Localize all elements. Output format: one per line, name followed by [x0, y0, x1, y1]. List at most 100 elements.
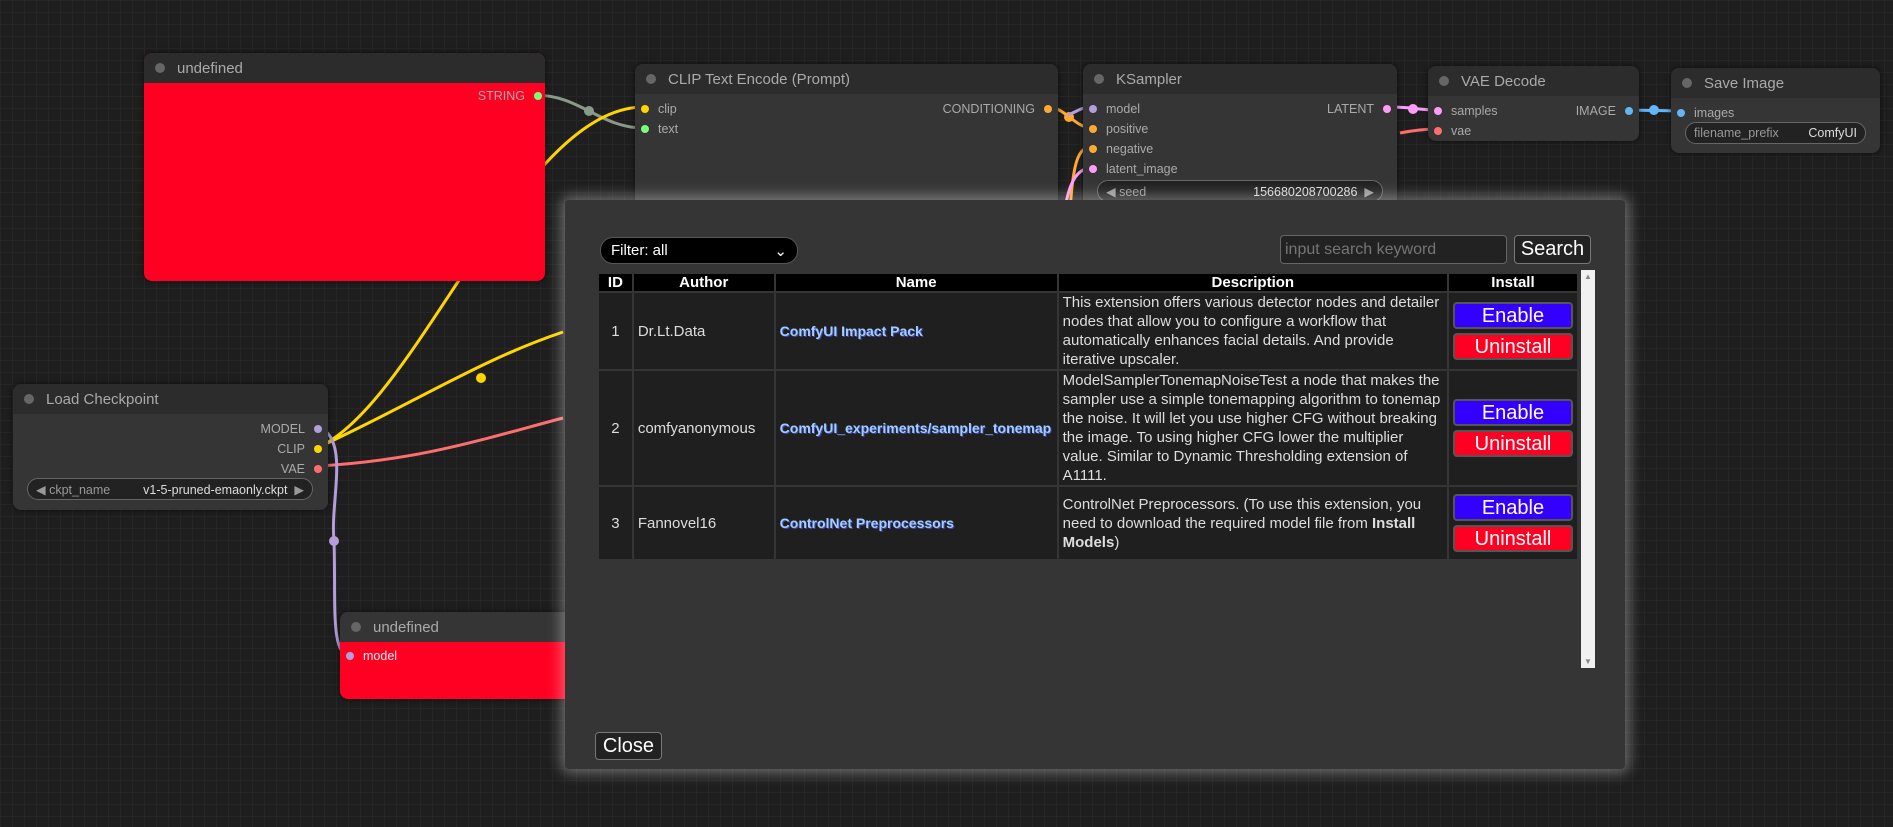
- node-undefined-bottom[interactable]: undefined model: [340, 612, 580, 699]
- output-image[interactable]: IMAGE: [1576, 104, 1633, 118]
- slot-dot: [1434, 127, 1442, 135]
- column-header-author: Author: [631, 272, 776, 293]
- cell-author: Fannovel16: [631, 485, 776, 561]
- slot-dot: [1044, 105, 1052, 113]
- node-undefined-top[interactable]: undefined STRING: [144, 53, 545, 281]
- table-row: 2 comfyanonymous ComfyUI_experiments/sam…: [597, 369, 1580, 487]
- scroll-up-icon[interactable]: ▲: [1584, 272, 1592, 281]
- wire-midpoint: [584, 106, 594, 116]
- input-model[interactable]: model: [346, 649, 397, 663]
- cell-install: Enable Uninstall: [1446, 485, 1580, 561]
- slot-dot: [314, 445, 322, 453]
- node-title: VAE Decode: [1461, 72, 1546, 90]
- input-positive[interactable]: positive: [1089, 122, 1148, 136]
- cell-name: ComfyUI Impact Pack: [773, 291, 1059, 371]
- node-title: undefined: [177, 59, 243, 77]
- search-button[interactable]: Search: [1514, 235, 1591, 264]
- extensions-table: ID Author Name Description Install 1 Dr.…: [597, 272, 1580, 561]
- column-header-description: Description: [1056, 272, 1449, 293]
- input-model[interactable]: model: [1089, 102, 1140, 116]
- slot-dot: [1625, 107, 1633, 115]
- input-samples[interactable]: samples: [1434, 104, 1498, 118]
- slot-dot: [1089, 125, 1097, 133]
- uninstall-button[interactable]: Uninstall: [1452, 525, 1573, 552]
- cell-description: This extension offers various detector n…: [1056, 291, 1449, 371]
- input-images[interactable]: images: [1677, 106, 1734, 120]
- output-string[interactable]: STRING: [478, 89, 542, 103]
- input-text[interactable]: text: [641, 122, 678, 136]
- node-status-dot: [1094, 74, 1104, 84]
- table-scrollbar[interactable]: ▲ ▼: [1581, 270, 1595, 668]
- output-model[interactable]: MODEL: [261, 422, 322, 436]
- search-input[interactable]: [1280, 235, 1507, 264]
- node-status-dot: [1439, 76, 1449, 86]
- node-status-dot: [155, 63, 165, 73]
- uninstall-button[interactable]: Uninstall: [1452, 333, 1573, 360]
- table-header: ID Author Name Description Install: [597, 272, 1580, 293]
- cell-id: 1: [597, 291, 634, 371]
- slot-dot: [1089, 145, 1097, 153]
- slot-dot: [346, 652, 354, 660]
- ckpt-name-widget[interactable]: ◀ ckpt_name v1-5-pruned-emaonly.ckpt ▶: [27, 478, 313, 500]
- wire-midpoint: [476, 373, 486, 383]
- filter-select[interactable]: Filter: all ⌄: [600, 237, 798, 264]
- extension-link[interactable]: ComfyUI_experiments/sampler_tonemap: [779, 419, 1052, 436]
- slot-dot: [1089, 165, 1097, 173]
- slot-dot: [1383, 105, 1391, 113]
- slot-dot: [314, 465, 322, 473]
- slot-dot: [1434, 107, 1442, 115]
- column-header-name: Name: [773, 272, 1059, 293]
- column-header-id: ID: [597, 272, 634, 293]
- output-clip[interactable]: CLIP: [277, 442, 322, 456]
- wire-midpoint: [1649, 105, 1659, 115]
- wire-clip-2: [318, 330, 564, 449]
- filename-prefix-widget[interactable]: filename_prefix ComfyUI: [1685, 122, 1866, 144]
- node-status-dot: [1682, 78, 1692, 88]
- node-title: Load Checkpoint: [46, 390, 159, 408]
- slot-dot: [534, 92, 542, 100]
- slot-dot: [641, 125, 649, 133]
- scroll-down-icon[interactable]: ▼: [1584, 657, 1592, 666]
- output-latent[interactable]: LATENT: [1327, 102, 1391, 116]
- enable-button[interactable]: Enable: [1452, 399, 1573, 426]
- cell-install: Enable Uninstall: [1446, 369, 1580, 487]
- uninstall-button[interactable]: Uninstall: [1452, 430, 1573, 457]
- input-clip[interactable]: clip: [641, 102, 677, 116]
- enable-button[interactable]: Enable: [1452, 302, 1573, 329]
- cell-id: 3: [597, 485, 634, 561]
- seed-widget[interactable]: ◀ seed 156680208700286 ▶: [1097, 180, 1383, 202]
- enable-button[interactable]: Enable: [1452, 494, 1573, 521]
- cell-install: Enable Uninstall: [1446, 291, 1580, 371]
- extension-link[interactable]: ComfyUI Impact Pack: [779, 322, 923, 339]
- cell-id: 2: [597, 369, 634, 487]
- wire-midpoint: [329, 536, 339, 546]
- input-vae[interactable]: vae: [1434, 124, 1471, 138]
- output-conditioning[interactable]: CONDITIONING: [943, 102, 1052, 116]
- cell-description: ModelSamplerTonemapNoiseTest a node that…: [1056, 369, 1449, 487]
- slot-dot: [1677, 109, 1685, 117]
- column-header-install: Install: [1446, 272, 1580, 293]
- close-button[interactable]: Close: [595, 732, 662, 760]
- cell-name: ControlNet Preprocessors: [773, 485, 1059, 561]
- input-negative[interactable]: negative: [1089, 142, 1153, 156]
- output-vae[interactable]: VAE: [281, 462, 322, 476]
- slot-dot: [641, 105, 649, 113]
- slot-dot: [1089, 105, 1097, 113]
- node-vae-decode[interactable]: VAE Decode samples vae IMAGE: [1428, 66, 1639, 141]
- cell-author: comfyanonymous: [631, 369, 776, 487]
- input-latent-image[interactable]: latent_image: [1089, 162, 1178, 176]
- node-title: KSampler: [1116, 70, 1182, 88]
- node-title: CLIP Text Encode (Prompt): [668, 70, 851, 88]
- custom-nodes-manager-dialog: Filter: all⌄ Search ID Author Name Descr…: [565, 200, 1625, 769]
- node-save-image[interactable]: Save Image images filename_prefix ComfyUI: [1671, 68, 1880, 153]
- node-load-checkpoint[interactable]: Load Checkpoint MODEL CLIP VAE ◀ ckpt_na…: [13, 384, 328, 510]
- node-status-dot: [24, 394, 34, 404]
- node-title: Save Image: [1704, 74, 1785, 92]
- wire-vae: [318, 416, 564, 468]
- extension-link[interactable]: ControlNet Preprocessors: [779, 514, 954, 531]
- install-models-link[interactable]: Install Models: [1062, 514, 1416, 551]
- cell-author: Dr.Lt.Data: [631, 291, 776, 371]
- table-row: 3 Fannovel16 ControlNet Preprocessors Co…: [597, 485, 1580, 561]
- slot-dot: [314, 425, 322, 433]
- cell-name: ComfyUI_experiments/sampler_tonemap: [773, 369, 1059, 487]
